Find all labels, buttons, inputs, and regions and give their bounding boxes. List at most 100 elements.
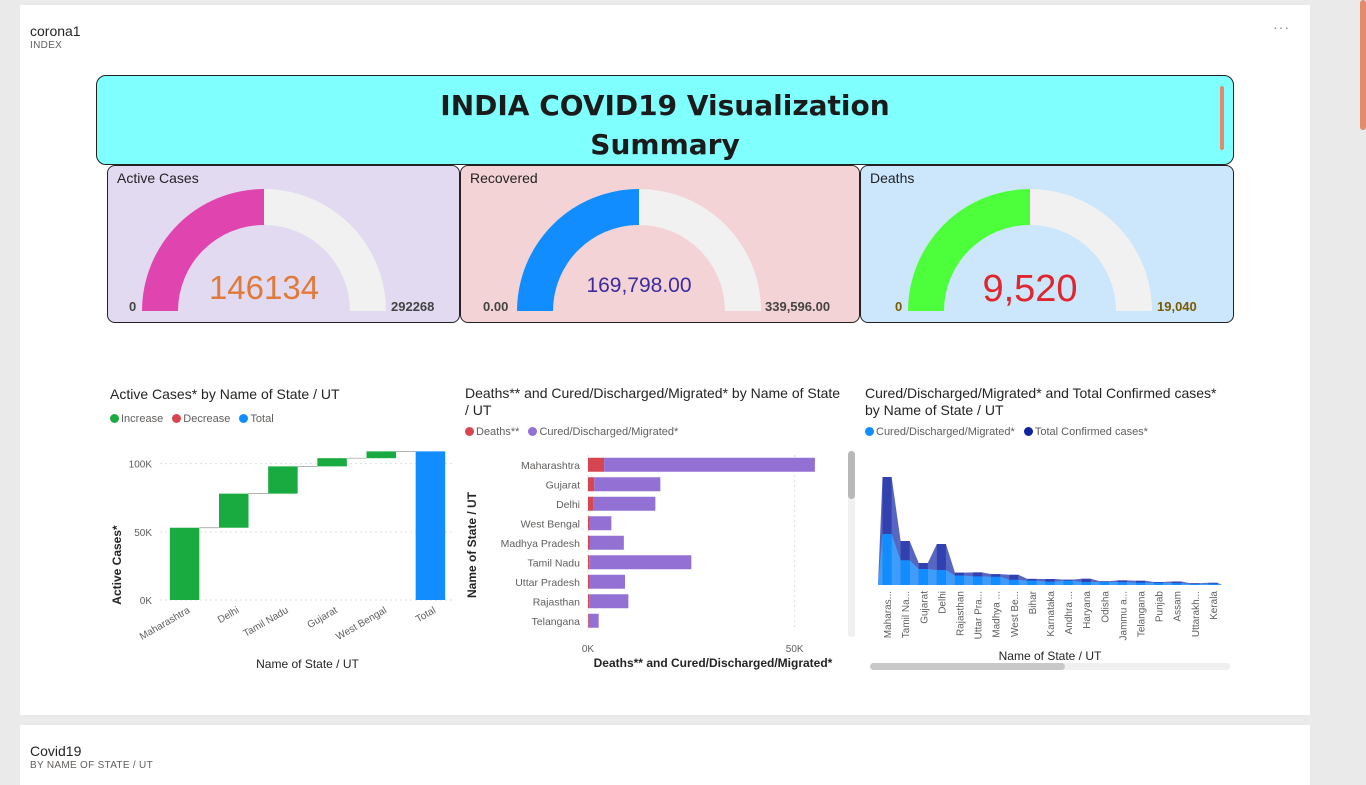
gauge-value: 169,798.00 (586, 274, 691, 297)
waterfall-bar[interactable] (415, 451, 446, 600)
cured-column[interactable] (1117, 582, 1127, 585)
x-tick-label: Uttar Pra... (974, 591, 985, 639)
chart-scroll-thumb[interactable] (848, 451, 855, 499)
bar-segment[interactable] (588, 496, 594, 511)
cured-column[interactable] (1136, 582, 1146, 585)
total-confirmed-column[interactable] (882, 477, 892, 585)
gauge-min: 0 (895, 299, 902, 314)
y-tick-label: 50K (134, 528, 152, 539)
gauge-value: 9,520 (982, 268, 1077, 310)
cured-column[interactable] (1208, 583, 1218, 585)
x-tick-label: Madhya ... (992, 591, 1003, 638)
legend-item-cured[interactable]: Cured/Discharged/Migrated* (528, 426, 678, 438)
total-confirmed-column[interactable] (1081, 578, 1091, 585)
cured-column[interactable] (1081, 582, 1091, 585)
bar-segment[interactable] (589, 555, 692, 570)
cured-column[interactable] (973, 576, 983, 585)
legend-item-total-confirmed[interactable]: Total Confirmed cases* (1023, 426, 1148, 438)
legend-item-total[interactable]: Total (239, 413, 274, 425)
cured-column[interactable] (936, 570, 946, 585)
cured-column[interactable] (918, 569, 928, 585)
x-tick-label: Punjab (1155, 591, 1166, 623)
gauge-title: Active Cases (117, 170, 199, 186)
legend-item-decrease[interactable]: Decrease (172, 413, 230, 425)
cured-column[interactable] (1154, 582, 1164, 585)
cured-area[interactable] (878, 534, 1222, 585)
bar-segment[interactable] (588, 535, 590, 550)
cured-column[interactable] (1027, 580, 1037, 585)
y-tick-label: Rajasthan (533, 596, 580, 608)
gauge-min: 0.00 (483, 299, 508, 314)
second-card-subtitle: BY NAME OF STATE / UT (30, 760, 153, 771)
waterfall-chart-title: Active Cases* by Name of State / UT (110, 386, 340, 402)
x-tick-label: Maharas... (883, 591, 894, 638)
bar-segment[interactable] (589, 535, 624, 550)
cured-column[interactable] (1190, 584, 1200, 585)
total-confirmed-area[interactable] (878, 477, 1222, 585)
x-tick-label: Gujarat (306, 605, 340, 631)
x-tick-label: West Be... (1010, 591, 1021, 637)
total-confirmed-column[interactable] (936, 544, 946, 585)
legend-item-cured[interactable]: Cured/Discharged/Migrated* (865, 426, 1015, 438)
gauge-svg: 146134 0 292268 (129, 189, 434, 314)
y-tick-label: Uttar Pradesh (515, 577, 580, 589)
x-tick-label: 50K (786, 644, 804, 655)
y-tick-label: West Bengal (521, 518, 580, 530)
cured-column[interactable] (991, 576, 1001, 585)
waterfall-bar[interactable] (169, 527, 200, 600)
bar-segment[interactable] (588, 594, 590, 609)
waterfall-bar[interactable] (219, 493, 249, 528)
bar-segment[interactable] (588, 613, 589, 628)
x-tick-label: Andhra ... (1064, 591, 1075, 634)
banner-title-line1: INDIA COVID19 Visualization (440, 89, 890, 122)
cured-column[interactable] (1099, 582, 1109, 585)
ribbon-legend: Cured/Discharged/Migrated* Total Confirm… (865, 426, 1154, 438)
cured-column[interactable] (1045, 581, 1055, 585)
cured-column[interactable] (900, 560, 910, 585)
bar-segment[interactable] (589, 594, 629, 609)
legend-item-increase[interactable]: Increase (110, 413, 163, 425)
more-options-button[interactable]: ··· (1273, 19, 1290, 35)
bar-segment[interactable] (588, 457, 605, 472)
bar-segment[interactable] (593, 496, 656, 511)
bar-segment[interactable] (588, 613, 599, 628)
cured-column[interactable] (1009, 579, 1019, 585)
x-tick-label: Total (414, 605, 438, 625)
page-scrollbar[interactable] (1360, 0, 1366, 130)
banner-title-line2: Summary (590, 128, 740, 161)
gauge-title: Recovered (470, 170, 538, 186)
cured-column[interactable] (1172, 583, 1182, 585)
legend-dot (110, 414, 119, 423)
legend-label: Cured/Discharged/Migrated* (539, 426, 679, 438)
waterfall-bar[interactable] (317, 458, 347, 467)
cured-column[interactable] (882, 534, 892, 585)
bar-segment[interactable] (588, 516, 590, 531)
y-tick-label: 0K (140, 596, 153, 607)
y-tick-label: Tamil Nadu (527, 557, 580, 569)
legend-label: Decrease (183, 413, 231, 425)
banner-scrollbar[interactable] (1220, 86, 1224, 150)
bar-segment[interactable] (604, 457, 815, 472)
bar-segment[interactable] (594, 477, 661, 492)
gauge-svg: 169,798.00 0.00 339,596.00 (483, 189, 830, 314)
bar-segment[interactable] (589, 574, 625, 589)
bar-segment[interactable] (588, 555, 590, 570)
cured-column[interactable] (954, 575, 964, 586)
y-tick-label: Gujarat (546, 479, 581, 491)
cured-column[interactable] (1063, 580, 1073, 585)
recovered-gauge-card[interactable]: Recovered 169,798.00 0.00 339,596.00 (460, 165, 860, 323)
waterfall-bar[interactable] (366, 451, 397, 459)
x-axis-title: Deaths** and Cured/Discharged/Migrated* (594, 656, 833, 670)
bar-segment[interactable] (588, 574, 590, 589)
waterfall-bar[interactable] (268, 466, 298, 494)
waterfall-legend: Increase Decrease Total (110, 413, 280, 425)
chart-scroll-thumb[interactable] (870, 663, 1065, 670)
bar-segment[interactable] (588, 477, 595, 492)
active-cases-gauge-card[interactable]: Active Cases 146134 0 292268 (107, 165, 460, 323)
bar-segment[interactable] (589, 516, 612, 531)
x-tick-label: Bihar (1028, 590, 1039, 614)
x-tick-label: Assam (1173, 591, 1184, 622)
legend-item-deaths[interactable]: Deaths** (465, 426, 519, 438)
deaths-gauge-card[interactable]: Deaths 9,520 0 19,040 (860, 165, 1234, 323)
gauge-fill (517, 189, 639, 311)
